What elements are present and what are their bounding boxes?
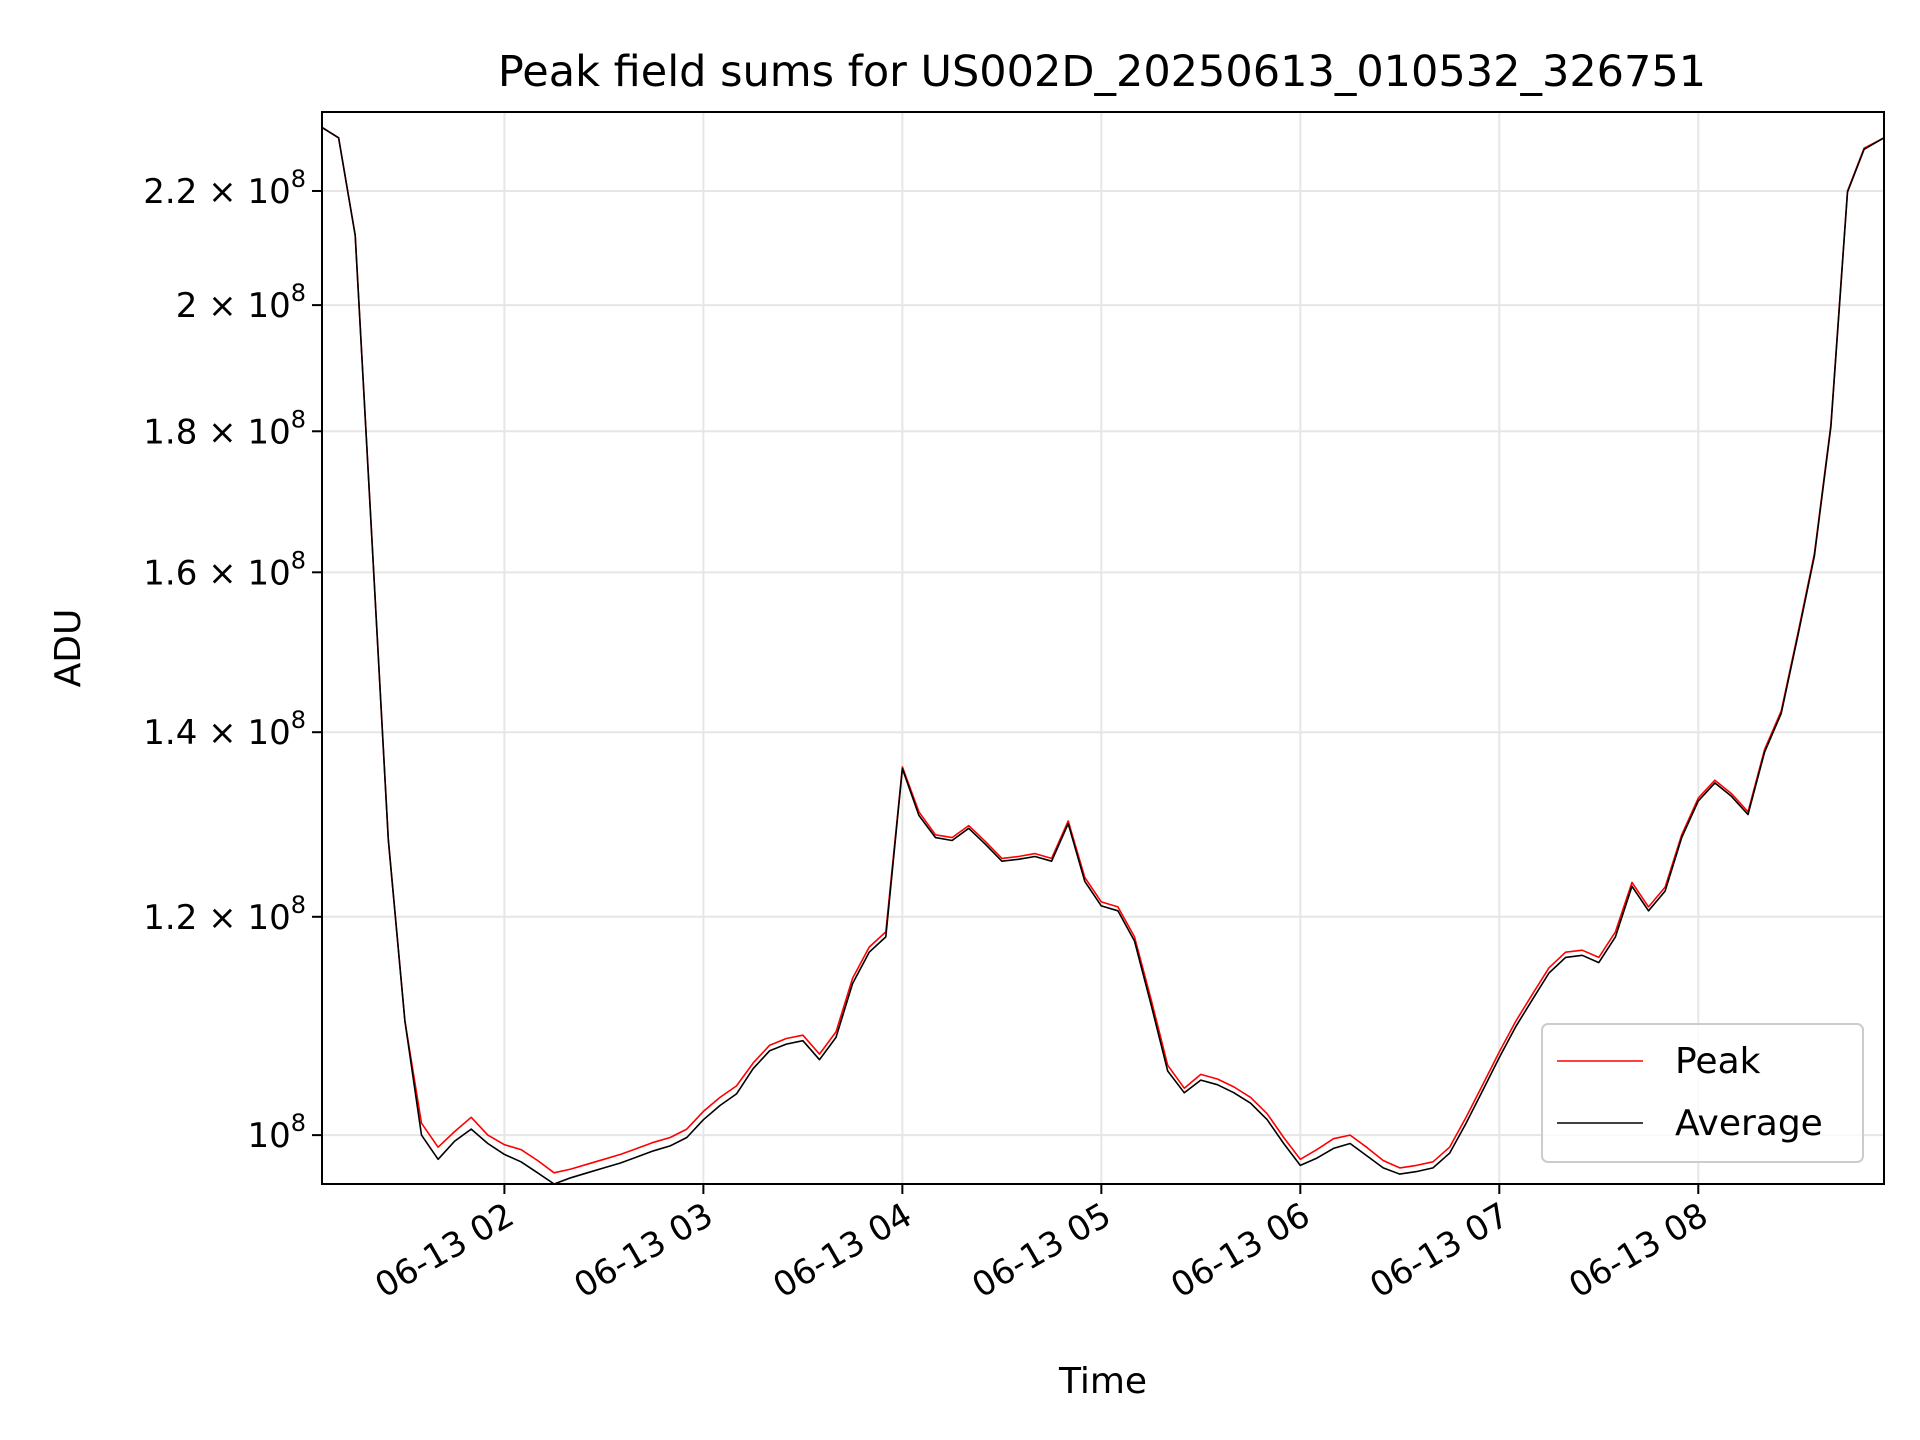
chart-title: Peak field sums for US002D_20250613_0105… <box>498 47 1706 97</box>
y-tick-exponent: 8 <box>291 405 306 433</box>
y-tick-mantissa: 2.2 × 10 <box>143 172 290 212</box>
series-line-average <box>321 126 1885 1185</box>
y-tick-exponent: 8 <box>291 891 306 919</box>
y-tick-label: 2 × 108 <box>176 279 306 326</box>
y-tick-exponent: 8 <box>291 279 306 307</box>
series-line-peak <box>321 126 1885 1174</box>
y-tick-exponent: 8 <box>291 546 306 574</box>
plot-lines <box>321 126 1885 1185</box>
y-tick-label: 1.6 × 108 <box>143 546 306 593</box>
y-tick-mantissa: 10 <box>247 1116 290 1156</box>
y-tick-exponent: 8 <box>291 706 306 734</box>
plot-area-frame <box>321 111 1885 1185</box>
y-tick-label: 1.8 × 108 <box>143 405 306 452</box>
legend-box <box>1541 1023 1864 1163</box>
y-tick-mantissa: 1.8 × 10 <box>143 412 290 452</box>
grid <box>322 112 1884 1184</box>
x-axis-label: Time <box>1058 1361 1147 1402</box>
y-tick-mantissa: 2 × 10 <box>176 286 291 326</box>
y-tick-mantissa: 1.4 × 10 <box>143 713 290 753</box>
y-axis-label: ADU <box>48 609 89 688</box>
legend-label-average: Average <box>1675 1103 1823 1144</box>
y-tick-mantissa: 1.2 × 10 <box>143 898 290 938</box>
y-tick-label: 108 <box>247 1109 306 1156</box>
legend-label-peak: Peak <box>1675 1041 1761 1082</box>
y-tick-mantissa: 1.6 × 10 <box>143 553 290 593</box>
y-tick-label: 1.2 × 108 <box>143 891 306 938</box>
y-tick-label: 2.2 × 108 <box>143 165 306 212</box>
y-tick-exponent: 8 <box>291 1109 306 1137</box>
y-tick-label: 1.4 × 108 <box>143 706 306 753</box>
y-tick-exponent: 8 <box>291 165 306 193</box>
legend: Peak Average <box>1541 1023 1864 1163</box>
